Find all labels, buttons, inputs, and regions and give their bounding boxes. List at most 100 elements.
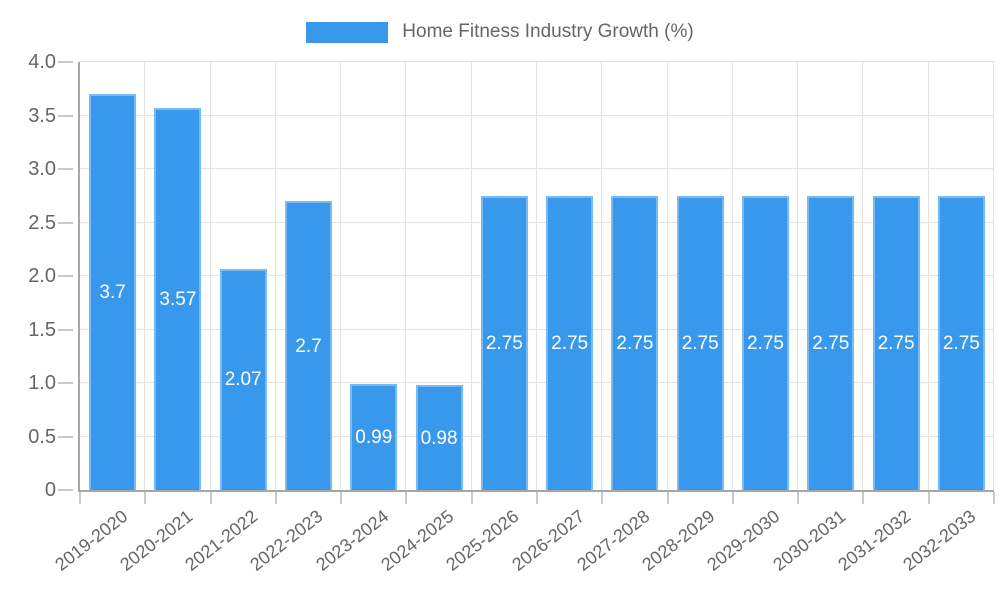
legend-label: Home Fitness Industry Growth (%) bbox=[402, 21, 694, 42]
gridline-horizontal bbox=[80, 168, 994, 169]
gridline-vertical bbox=[731, 62, 733, 490]
y-axis-tick bbox=[58, 489, 73, 491]
gridline-vertical bbox=[274, 62, 276, 490]
bar-2028-2029[interactable]: 2.75 bbox=[676, 195, 724, 490]
bar-value-label: 2.7 bbox=[295, 335, 322, 357]
x-axis-tick bbox=[209, 492, 212, 504]
gridline-vertical bbox=[340, 62, 342, 490]
x-axis-tick-label: 2029-2030 bbox=[703, 506, 784, 575]
y-axis-tick bbox=[58, 275, 73, 277]
y-axis-tick-label: 0 bbox=[44, 479, 56, 501]
y-axis-tick-label: 4.0 bbox=[28, 51, 56, 73]
gridline-vertical bbox=[862, 62, 864, 490]
gridline-vertical bbox=[209, 62, 211, 490]
y-axis-tick bbox=[58, 61, 73, 63]
chart-legend-item[interactable]: Home Fitness Industry Growth (%) bbox=[0, 21, 1000, 43]
x-axis-tick-label: 2019-2020 bbox=[50, 506, 131, 575]
x-axis-tick-label: 2022-2023 bbox=[246, 506, 327, 575]
bar-value-label: 2.75 bbox=[485, 332, 523, 354]
gridline-vertical bbox=[927, 62, 929, 490]
x-axis-tick bbox=[993, 492, 995, 504]
bar-2024-2025[interactable]: 0.98 bbox=[415, 385, 463, 490]
gridline-horizontal bbox=[80, 114, 994, 116]
gridline-horizontal bbox=[80, 221, 994, 223]
x-axis-tick bbox=[731, 492, 734, 504]
gridline-horizontal bbox=[80, 328, 994, 330]
x-axis-tick-label: 2020-2021 bbox=[116, 506, 197, 575]
gridline-horizontal bbox=[80, 382, 994, 383]
gridline-vertical bbox=[405, 62, 407, 490]
y-axis-tick bbox=[58, 114, 73, 117]
bar-value-label: 0.98 bbox=[420, 427, 458, 449]
y-axis-tick-label: 1.5 bbox=[28, 318, 56, 341]
x-axis-tick bbox=[144, 492, 147, 504]
x-axis-tick-label: 2025-2026 bbox=[442, 506, 523, 575]
y-axis-tick-label: 3.5 bbox=[28, 104, 56, 127]
bar-value-label: 2.75 bbox=[616, 332, 654, 354]
y-axis-tick-label: 2.5 bbox=[28, 211, 56, 234]
gridline-horizontal bbox=[80, 61, 994, 62]
y-axis-tick bbox=[58, 382, 73, 384]
bar-value-label: 2.75 bbox=[551, 332, 589, 354]
x-axis-tick bbox=[601, 492, 604, 504]
gridline-vertical bbox=[470, 62, 472, 490]
bar-value-label: 2.75 bbox=[747, 332, 784, 354]
y-axis-tick bbox=[58, 328, 73, 331]
bar-2031-2032[interactable]: 2.75 bbox=[872, 195, 920, 490]
gridline-vertical bbox=[536, 62, 537, 490]
x-axis-tick bbox=[536, 492, 538, 504]
y-axis-tick bbox=[58, 168, 73, 170]
bar-2021-2022[interactable]: 2.07 bbox=[219, 268, 267, 490]
bar-value-label: 2.07 bbox=[224, 369, 262, 391]
x-axis-tick bbox=[274, 492, 277, 504]
gridline-vertical bbox=[993, 62, 994, 490]
x-axis-tick bbox=[405, 492, 408, 504]
y-axis-tick bbox=[58, 221, 73, 224]
legend-color-swatch bbox=[306, 21, 389, 43]
x-axis-tick-label: 2031-2032 bbox=[834, 506, 915, 575]
x-axis-tick bbox=[862, 492, 865, 504]
bar-value-label: 2.75 bbox=[942, 332, 980, 354]
gridline-horizontal bbox=[80, 275, 994, 276]
bar-2032-2033[interactable]: 2.75 bbox=[937, 195, 985, 490]
bar-value-label: 2.75 bbox=[812, 332, 850, 354]
y-axis-tick-label: 3.0 bbox=[28, 158, 56, 180]
x-axis-tick bbox=[666, 492, 669, 504]
x-axis-tick bbox=[79, 492, 81, 504]
gridline-horizontal bbox=[80, 435, 994, 437]
y-axis-tick-label: 0.5 bbox=[28, 425, 56, 448]
x-axis-tick-label: 2032-2033 bbox=[899, 506, 980, 575]
x-axis-tick bbox=[340, 492, 343, 504]
y-axis-tick bbox=[58, 435, 73, 438]
y-axis-tick-label: 2.0 bbox=[28, 265, 56, 287]
gridline-vertical bbox=[601, 62, 603, 490]
bar-2025-2026[interactable]: 2.75 bbox=[480, 195, 528, 490]
gridline-vertical bbox=[144, 62, 146, 490]
gridline-vertical bbox=[797, 62, 799, 490]
x-axis-tick bbox=[470, 492, 473, 504]
x-axis-tick-label: 2024-2025 bbox=[377, 506, 458, 575]
x-axis-tick bbox=[797, 492, 800, 504]
bar-value-label: 3.7 bbox=[99, 282, 126, 304]
bar-value-label: 2.75 bbox=[681, 332, 719, 354]
bar-value-label: 3.57 bbox=[159, 289, 197, 310]
bar-2023-2024[interactable]: 0.99 bbox=[350, 384, 398, 490]
bar-2022-2023[interactable]: 2.7 bbox=[285, 201, 332, 490]
bar-2027-2028[interactable]: 2.75 bbox=[611, 195, 659, 490]
x-axis-tick-label: 2027-2028 bbox=[573, 506, 654, 575]
plot-area: 3.7 3.57 2.07 2.7 0.99 0.98 2.75 2.75 2.75 2.75 2.… bbox=[58, 61, 995, 504]
x-axis-tick bbox=[927, 492, 930, 504]
gridline-vertical bbox=[666, 62, 668, 490]
bar-2020-2021[interactable]: 3.57 bbox=[154, 108, 202, 490]
bar-2026-2027[interactable]: 2.75 bbox=[546, 195, 594, 490]
bar-2029-2030[interactable]: 2.75 bbox=[742, 195, 789, 490]
x-axis-tick-label: 2023-2024 bbox=[311, 506, 393, 575]
bar-value-label: 2.75 bbox=[877, 332, 915, 354]
bar-2030-2031[interactable]: 2.75 bbox=[807, 195, 855, 490]
bar-value-label: 0.99 bbox=[355, 427, 393, 449]
x-axis-tick-label: 2026-2027 bbox=[507, 506, 588, 575]
bar-2019-2020[interactable]: 3.7 bbox=[89, 94, 137, 490]
y-axis-tick-label: 1.0 bbox=[28, 372, 56, 394]
x-axis-tick-label: 2030-2031 bbox=[768, 506, 850, 575]
